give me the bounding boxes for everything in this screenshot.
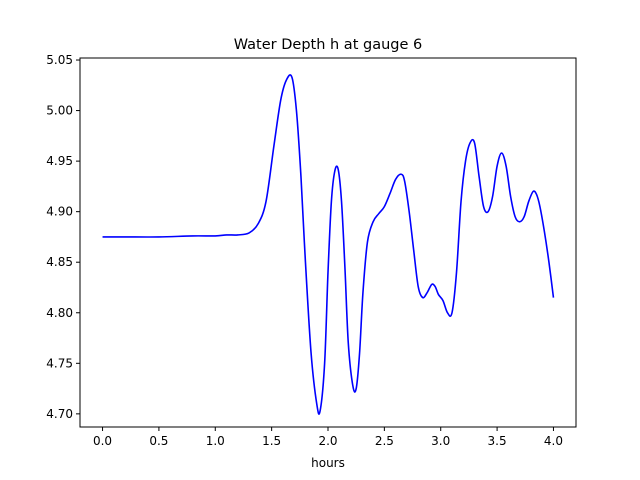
y-tick-label: 4.85 (46, 255, 73, 269)
y-tick-label: 5.05 (46, 53, 73, 67)
x-tick-label: 4.0 (544, 434, 563, 448)
x-tick-label: 0.0 (93, 434, 112, 448)
chart-title: Water Depth h at gauge 6 (234, 37, 422, 53)
y-tick-label: 4.95 (46, 154, 73, 168)
series-line (102, 74, 555, 415)
x-tick-label: 1.0 (206, 434, 225, 448)
x-tick-label: 3.0 (431, 434, 450, 448)
plot-frame (79, 57, 577, 428)
x-tick-label: 0.5 (149, 434, 168, 448)
x-axis-label: hours (311, 456, 345, 470)
y-tick-label: 4.75 (46, 356, 73, 370)
x-tick-label: 2.5 (375, 434, 394, 448)
plot-area (80, 58, 576, 427)
y-axis: 4.70 4.75 4.80 4.85 4.90 4.95 5.00 5.05 (46, 53, 80, 421)
y-tick-label: 4.80 (46, 306, 73, 320)
x-axis: 0.0 0.5 1.0 1.5 2.0 2.5 3.0 3.5 4.0 (93, 427, 563, 448)
x-tick-label: 1.5 (262, 434, 281, 448)
x-tick-label: 2.0 (318, 434, 337, 448)
y-tick-label: 4.90 (46, 205, 73, 219)
y-tick-label: 4.70 (46, 407, 73, 421)
y-tick-label: 5.00 (46, 104, 73, 118)
x-tick-label: 3.5 (488, 434, 507, 448)
